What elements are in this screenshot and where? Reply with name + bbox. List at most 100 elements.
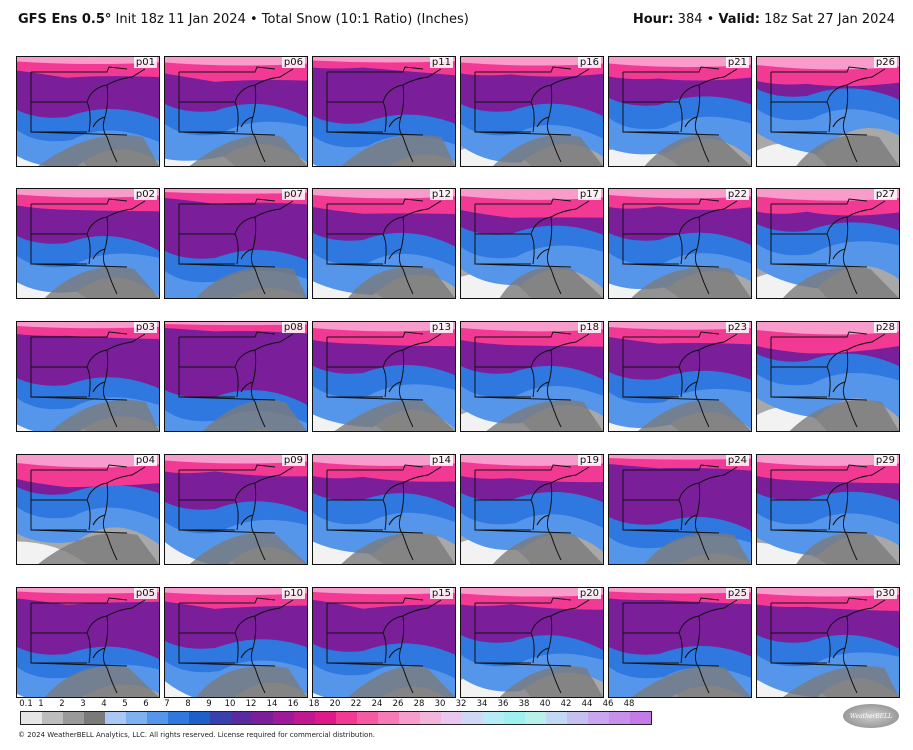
state-border-lines bbox=[178, 464, 294, 561]
ensemble-member-panel: p22 bbox=[608, 188, 752, 299]
valid-time: Hour: 384 • Valid: 18z Sat 27 Jan 2024 bbox=[632, 12, 895, 27]
colorbar-tick-label: 14 bbox=[266, 699, 278, 709]
snowfall-map bbox=[609, 588, 751, 697]
ensemble-member-panel: p27 bbox=[756, 188, 900, 299]
snowfall-map bbox=[461, 57, 603, 166]
snowfall-map bbox=[757, 322, 899, 431]
colorbar-tick-label: 16 bbox=[287, 699, 299, 709]
ensemble-member-panel: p17 bbox=[460, 188, 604, 299]
colorbar-tick-label: 22 bbox=[350, 699, 362, 709]
colorbar-swatch bbox=[567, 712, 588, 724]
ensemble-member-panel: p13 bbox=[312, 321, 456, 432]
snowfall-map bbox=[165, 189, 307, 298]
member-label: p19 bbox=[577, 455, 601, 466]
snowfall-map bbox=[757, 455, 899, 564]
snowfall-map bbox=[461, 455, 603, 564]
state-border-lines bbox=[770, 66, 886, 163]
member-label: p18 bbox=[577, 322, 601, 333]
colorbar-swatch bbox=[441, 712, 462, 724]
ensemble-member-panel: p28 bbox=[756, 321, 900, 432]
colorbar-tick-label: 5 bbox=[122, 699, 128, 709]
colorbar-tick-label: 36 bbox=[497, 699, 509, 709]
state-border-lines bbox=[474, 66, 590, 163]
member-label: p12 bbox=[429, 189, 453, 200]
member-label: p01 bbox=[133, 57, 157, 68]
snowfall-map bbox=[461, 588, 603, 697]
snowfall-map bbox=[17, 588, 159, 697]
colorbar-swatch bbox=[105, 712, 126, 724]
ensemble-member-panel: p19 bbox=[460, 454, 604, 565]
state-border-lines bbox=[30, 597, 146, 694]
header: GFS Ens 0.5° Init 18z 11 Jan 2024 • Tota… bbox=[0, 0, 913, 40]
colorbar-swatch bbox=[273, 712, 294, 724]
colorbar-ticks: 0.1 1 2 3 4 5 6 7 8 9 10 12 14 16 18 20 22 24 26 28 30 32 34 36… bbox=[19, 699, 652, 711]
ensemble-member-panel: p29 bbox=[756, 454, 900, 565]
colorbar-tick-label: 6 bbox=[143, 699, 149, 709]
state-border-lines bbox=[30, 331, 146, 428]
snowfall-map bbox=[461, 189, 603, 298]
colorbar-tick-label: 2 bbox=[59, 699, 65, 709]
colorbar-swatch bbox=[126, 712, 147, 724]
colorbar-swatch bbox=[63, 712, 84, 724]
colorbar-swatch bbox=[84, 712, 105, 724]
member-label: p13 bbox=[429, 322, 453, 333]
state-border-lines bbox=[770, 331, 886, 428]
colorbar-swatch bbox=[42, 712, 63, 724]
state-border-lines bbox=[770, 198, 886, 295]
member-label: p08 bbox=[281, 322, 305, 333]
ensemble-member-panel: p30 bbox=[756, 587, 900, 698]
colorbar-tick-label: 7 bbox=[164, 699, 170, 709]
colorbar-swatch bbox=[462, 712, 483, 724]
colorbar-swatch bbox=[21, 712, 42, 724]
member-label: p16 bbox=[577, 57, 601, 68]
state-border-lines bbox=[326, 66, 442, 163]
colorbar-swatch bbox=[189, 712, 210, 724]
snowfall-map bbox=[609, 189, 751, 298]
member-label: p30 bbox=[873, 588, 897, 599]
snowfall-map bbox=[17, 189, 159, 298]
snowfall-map bbox=[313, 588, 455, 697]
colorbar-swatch bbox=[525, 712, 546, 724]
colorbar-swatch bbox=[378, 712, 399, 724]
member-label: p27 bbox=[873, 189, 897, 200]
snowfall-map bbox=[17, 455, 159, 564]
state-border-lines bbox=[622, 66, 738, 163]
state-border-lines bbox=[326, 597, 442, 694]
ensemble-member-panel: p24 bbox=[608, 454, 752, 565]
member-label: p06 bbox=[281, 57, 305, 68]
member-label: p17 bbox=[577, 189, 601, 200]
state-border-lines bbox=[622, 597, 738, 694]
member-label: p03 bbox=[133, 322, 157, 333]
ensemble-member-panel: p21 bbox=[608, 56, 752, 167]
snowfall-map bbox=[313, 57, 455, 166]
member-label: p29 bbox=[873, 455, 897, 466]
colorbar-swatch bbox=[546, 712, 567, 724]
colorbar-tick-label: 10 bbox=[224, 699, 236, 709]
member-label: p11 bbox=[429, 57, 453, 68]
member-label: p14 bbox=[429, 455, 453, 466]
snowfall-map bbox=[609, 322, 751, 431]
colorbar-tick-label: 4 bbox=[101, 699, 107, 709]
colorbar-swatch bbox=[147, 712, 168, 724]
colorbar-tick-label: 28 bbox=[413, 699, 425, 709]
member-label: p28 bbox=[873, 322, 897, 333]
state-border-lines bbox=[622, 331, 738, 428]
colorbar-swatch bbox=[420, 712, 441, 724]
ensemble-member-panel: p10 bbox=[164, 587, 308, 698]
colorbar bbox=[20, 711, 652, 725]
ensemble-member-panel: p25 bbox=[608, 587, 752, 698]
colorbar-tick-label: 38 bbox=[518, 699, 530, 709]
colorbar-tick-label: 9 bbox=[206, 699, 212, 709]
colorbar-swatch bbox=[315, 712, 336, 724]
state-border-lines bbox=[30, 464, 146, 561]
member-label: p20 bbox=[577, 588, 601, 599]
colorbar-tick-label: 24 bbox=[371, 699, 383, 709]
snowfall-map bbox=[609, 455, 751, 564]
colorbar-swatch bbox=[504, 712, 525, 724]
snowfall-map bbox=[17, 57, 159, 166]
snowfall-map bbox=[461, 322, 603, 431]
snowfall-map bbox=[313, 189, 455, 298]
state-border-lines bbox=[178, 198, 294, 295]
state-border-lines bbox=[622, 198, 738, 295]
colorbar-swatch bbox=[609, 712, 630, 724]
